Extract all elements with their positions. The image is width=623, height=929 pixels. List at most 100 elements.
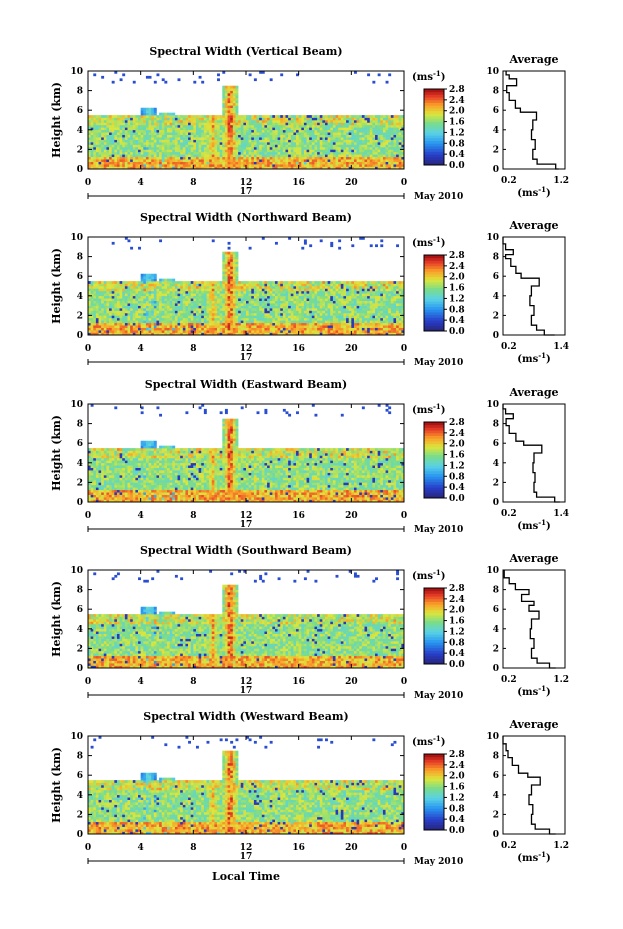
heatmap-cell — [135, 115, 139, 118]
heatmap-cell — [298, 139, 302, 143]
heatmap-cell — [382, 151, 386, 155]
heatmap-cell — [264, 300, 268, 304]
heatmap-cell — [232, 159, 236, 162]
heatmap-cell — [103, 137, 107, 140]
heatmap-cell — [114, 151, 118, 155]
heatmap-cell — [319, 283, 323, 287]
heatmap-cell — [164, 325, 168, 328]
heatmap-cell — [90, 115, 94, 118]
heatmap-cell — [217, 142, 220, 145]
heatmap-cell — [101, 322, 105, 326]
heatmap-cell — [145, 293, 149, 297]
heatmap-cell — [206, 312, 210, 316]
heatmap-cell — [193, 330, 197, 333]
heatmap-cell — [272, 124, 276, 128]
heatmap-cell — [114, 124, 118, 128]
heatmap-cell — [235, 332, 239, 336]
heatmap-cell — [332, 129, 336, 133]
heatmap-cell — [335, 122, 339, 126]
heatmap-cell — [151, 132, 155, 135]
heatmap-cell — [380, 124, 384, 128]
heatmap-cell — [288, 146, 292, 150]
heatmap-cell — [272, 317, 276, 321]
heatmap-cell — [393, 161, 397, 165]
heatmap-cell — [127, 293, 131, 297]
heatmap-cell — [185, 124, 189, 128]
heatmap-cell — [145, 303, 149, 306]
heatmap-cell — [93, 303, 97, 306]
heatmap-cell — [101, 122, 105, 126]
heatmap-cell — [340, 166, 344, 170]
heatmap-cell — [364, 137, 368, 140]
heatmap-cell — [325, 315, 328, 319]
heatmap-cell — [206, 308, 210, 311]
heatmap-cell — [235, 144, 239, 148]
heatmap-cell — [340, 144, 344, 148]
y-tick-label: 0 — [77, 165, 83, 175]
heatmap-cell — [288, 134, 292, 138]
heatmap-cell — [182, 286, 186, 289]
heatmap-cell — [124, 146, 128, 150]
heatmap-cell — [353, 129, 357, 133]
heatmap-cell — [159, 146, 163, 150]
heatmap-cell — [182, 305, 186, 309]
heatmap-cell — [388, 122, 392, 126]
heatmap-cell — [356, 137, 360, 140]
heatmap-cell — [290, 161, 294, 165]
heatmap-cell — [109, 312, 112, 316]
heatmap-cell — [261, 166, 265, 170]
x-tick-label: 8 — [190, 178, 196, 188]
heatmap-cell — [251, 290, 255, 294]
heatmap-cell — [309, 132, 313, 135]
heatmap-cell — [393, 139, 397, 143]
heatmap-cell — [195, 312, 199, 316]
heatmap-cell — [106, 298, 110, 301]
heatmap-cell — [277, 146, 281, 150]
heatmap-cell — [148, 151, 152, 155]
heatmap-cell — [230, 102, 234, 106]
heatmap-cell — [319, 161, 323, 165]
heatmap-cell — [106, 124, 110, 128]
heatmap-cell — [177, 332, 181, 336]
heatmap-cell — [198, 315, 202, 319]
heatmap-cell — [177, 293, 181, 297]
heatmap-cell — [167, 293, 170, 297]
heatmap-cell — [369, 139, 373, 143]
heatmap-cell — [288, 124, 292, 128]
heatmap-cell — [243, 330, 247, 333]
heatmap-cell — [372, 146, 376, 150]
heatmap-cell — [190, 159, 194, 162]
heatmap-cell — [185, 327, 189, 331]
heatmap-cell — [317, 288, 321, 292]
colorbar-tick-label: 1.2 — [449, 128, 465, 138]
heatmap-cell — [356, 159, 360, 162]
heatmap-cell — [240, 308, 244, 311]
heatmap-cell — [346, 129, 349, 133]
heatmap-cell — [375, 156, 378, 160]
heatmap-cell — [298, 308, 302, 311]
heatmap-cell — [317, 325, 321, 328]
heatmap-cell — [106, 156, 110, 160]
heatmap-cell — [359, 127, 363, 131]
heatmap-cell — [264, 308, 268, 311]
heatmap-cell — [348, 149, 352, 153]
heatmap-cell — [122, 159, 126, 162]
heatmap-cell — [401, 161, 405, 165]
heatmap-cell — [127, 159, 131, 162]
heatmap-cell — [274, 117, 278, 121]
heatmap-cell — [167, 310, 170, 314]
heatmap-cell — [182, 300, 186, 304]
heatmap-cell — [285, 322, 289, 326]
heatmap-cell — [248, 149, 252, 153]
heatmap-cell — [282, 142, 286, 145]
heatmap-cell — [164, 117, 168, 121]
heatmap-cell — [296, 139, 299, 143]
heatmap-cell — [311, 288, 315, 292]
heatmap-cell — [311, 332, 315, 336]
heatmap-cell — [217, 327, 220, 331]
heatmap-cell — [188, 290, 191, 294]
heatmap-cell — [277, 298, 281, 301]
heatmap-cell — [259, 115, 263, 118]
heatmap-cell — [138, 134, 141, 138]
heatmap-cell — [298, 122, 302, 126]
